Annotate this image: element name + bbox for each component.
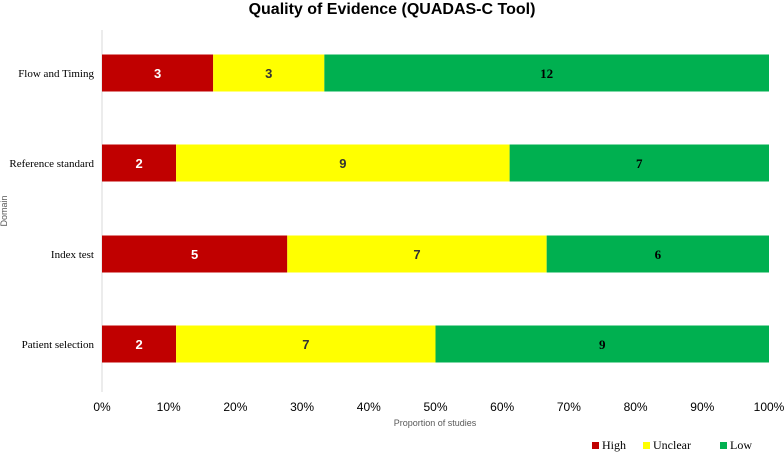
bar-segment-high-1 xyxy=(102,144,177,182)
legend-label-high: High xyxy=(602,438,626,452)
category-label-1: Reference standard xyxy=(9,158,94,170)
bar-segment-low-2 xyxy=(546,235,769,273)
legend-label-low: Low xyxy=(730,438,752,452)
data-label-low-0: 12 xyxy=(540,66,553,81)
x-tick-label-1: 10% xyxy=(157,400,181,414)
bar-segment-high-2 xyxy=(102,235,288,273)
data-label-unclear-1: 9 xyxy=(339,156,346,171)
y-axis-title: Domain xyxy=(0,195,9,226)
data-label-low-3: 9 xyxy=(599,337,606,352)
data-label-unclear-2: 7 xyxy=(413,247,420,262)
x-tick-label-3: 30% xyxy=(290,400,314,414)
x-tick-label-9: 90% xyxy=(690,400,714,414)
legend-swatch-low xyxy=(720,442,727,449)
category-label-0: Flow and Timing xyxy=(18,68,94,80)
data-label-low-2: 6 xyxy=(655,247,662,262)
x-tick-label-4: 40% xyxy=(357,400,381,414)
bar-segment-unclear-0 xyxy=(213,54,325,92)
x-tick-label-7: 70% xyxy=(557,400,581,414)
data-label-low-1: 7 xyxy=(636,156,643,171)
x-tick-label-10: 100% xyxy=(754,400,784,414)
legend-swatch-unclear xyxy=(643,442,650,449)
chart-title: Quality of Evidence (QUADAS-C Tool) xyxy=(249,1,536,18)
data-label-high-2: 5 xyxy=(191,247,198,262)
category-label-3: Patient selection xyxy=(22,339,95,351)
x-axis-title: Proportion of studies xyxy=(394,418,477,428)
x-tick-label-5: 50% xyxy=(423,400,447,414)
data-label-high-0: 3 xyxy=(154,66,161,81)
legend-swatch-high xyxy=(592,442,599,449)
data-label-high-1: 2 xyxy=(135,156,142,171)
bar-segment-unclear-1 xyxy=(176,144,510,182)
x-tick-label-0: 0% xyxy=(93,400,111,414)
bar-segment-low-0 xyxy=(324,54,769,92)
data-label-unclear-0: 3 xyxy=(265,66,272,81)
legend: High Unclear Low xyxy=(592,438,752,452)
x-tick-label-2: 20% xyxy=(223,400,247,414)
data-label-unclear-3: 7 xyxy=(302,337,309,352)
bar-segment-low-1 xyxy=(509,144,769,182)
bars-group: 3 3 12 2 9 7 5 7 6 2 7 9 xyxy=(102,54,769,363)
category-labels-group: Flow and Timing Reference standard Index t… xyxy=(9,68,94,351)
x-tick-label-8: 80% xyxy=(624,400,648,414)
bar-segment-unclear-2 xyxy=(287,235,547,273)
category-label-2: Index test xyxy=(51,249,94,261)
bar-segment-unclear-3 xyxy=(176,325,436,363)
x-tick-labels-group: 0% 10% 20% 30% 40% 50% 60% 70% 80% 90% 100% xyxy=(93,400,784,414)
bar-segment-high-0 xyxy=(102,54,214,92)
data-label-high-3: 2 xyxy=(135,337,142,352)
x-tick-label-6: 60% xyxy=(490,400,514,414)
bar-segment-high-3 xyxy=(102,325,177,363)
bar-segment-low-3 xyxy=(435,325,769,363)
legend-label-unclear: Unclear xyxy=(653,438,691,452)
